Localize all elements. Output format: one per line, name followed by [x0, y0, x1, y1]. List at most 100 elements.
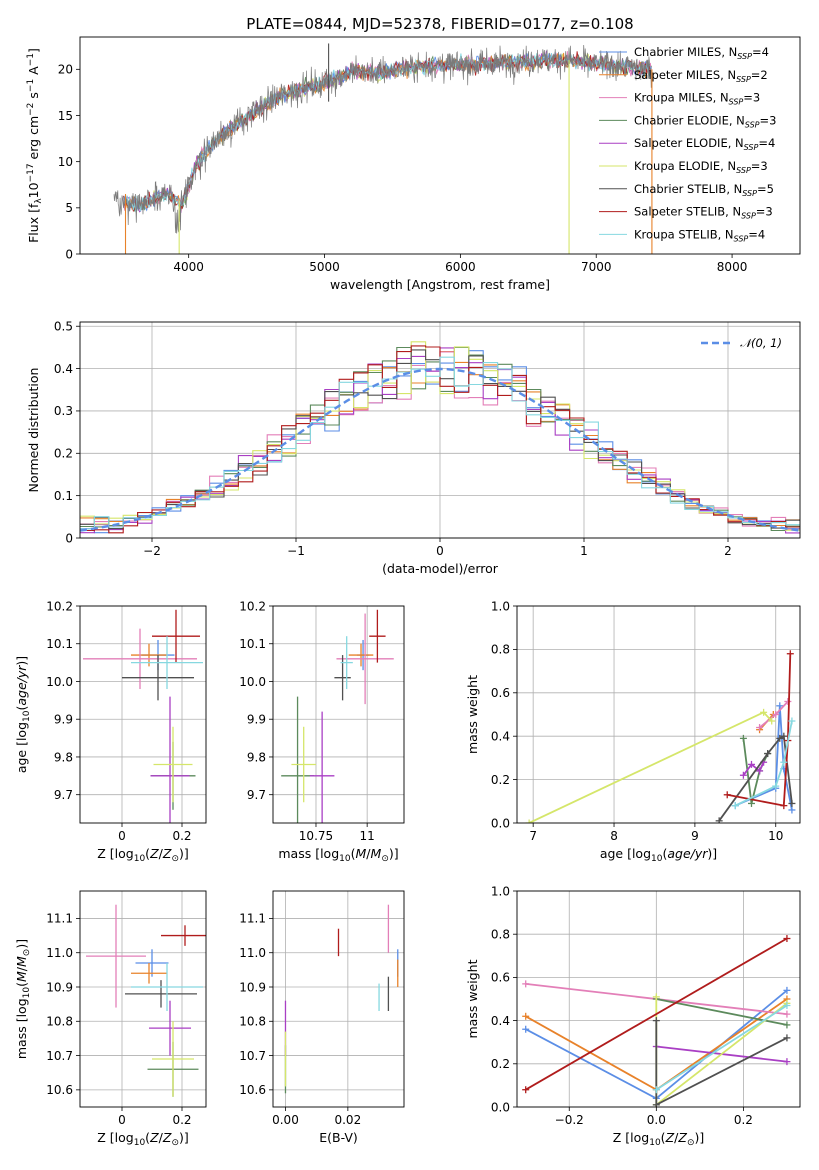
y-tick-label: 10.1 [239, 637, 266, 651]
weight-marker [786, 650, 794, 658]
y-axis-label: mass [log10(M/M⊙)] [14, 939, 32, 1059]
histogram-kroupa-elodie [80, 341, 800, 531]
weight-marker [764, 750, 772, 758]
y-tick-label: 10.9 [46, 980, 73, 994]
y-tick-label: 0.2 [54, 447, 73, 461]
weight-line-chabrier-stelib [718, 734, 793, 822]
mass-weight-vs-age-panel: 7 8 9 10 0.0 0.2 0.4 0.6 0.8 1.0 age [log10(age/yr… [465, 599, 801, 864]
x-axis-label: age [log10(age/yr)] [600, 846, 717, 864]
axes-frame [516, 605, 801, 824]
error-bars [86, 904, 206, 1097]
weight-marker [776, 702, 784, 710]
weight-marker [783, 935, 791, 943]
mass-vs-metallicity-panel: 0 0.2 10.6 10.7 10.8 10.9 11.0 11.1 Z [log10(Z/Z… [14, 890, 207, 1148]
x-axis-label: wavelength [Angstrom, rest frame] [330, 277, 550, 292]
weight-marker [652, 1101, 660, 1107]
x-axis-label: Z [log10(Z/Z⊙)] [613, 1130, 705, 1148]
weight-marker [784, 697, 792, 705]
weight-marker [652, 993, 660, 1001]
histogram-lines [80, 341, 800, 534]
x-tick-label: 9 [691, 829, 699, 843]
legend-entry: Kroupa MILES, NSSP=3 [634, 91, 760, 107]
model-spectrum-chabrier-elodie [123, 53, 653, 212]
residual-legend: 𝒩(0, 1) [701, 336, 782, 350]
y-axis-label: Normed distribution [26, 368, 41, 493]
weight-marker [747, 799, 755, 807]
axes-frame [79, 890, 207, 1108]
y-tick-label: 10 [58, 155, 73, 169]
weight-marker [768, 717, 776, 725]
legend-entry: Salpeter MILES, NSSP=2 [634, 68, 768, 84]
weight-marker [525, 819, 533, 823]
x-tick-label: 0.2 [172, 1113, 191, 1127]
x-tick-label: −0.2 [555, 1113, 584, 1127]
x-axis-label: Z [log10(Z/Z⊙)] [97, 846, 189, 864]
weight-marker [788, 717, 796, 725]
x-tick-label: 2 [724, 544, 732, 558]
weight-line-kroupa-stelib [734, 720, 793, 807]
x-tick-label: 0.2 [734, 1113, 753, 1127]
weight-marker [783, 1058, 791, 1066]
y-tick-label: 10.2 [46, 599, 73, 613]
axes-frame [272, 890, 405, 1108]
y-tick-label: 0 [65, 531, 73, 545]
x-tick-label: 7 [529, 829, 537, 843]
y-tick-label: 0.6 [491, 686, 510, 700]
y-axis-label: mass weight [465, 675, 480, 754]
y-tick-label: 11.0 [46, 946, 73, 960]
weight-marker [756, 724, 764, 732]
y-tick-label: 9.9 [54, 713, 73, 727]
y-tick-label: 1.0 [491, 884, 510, 898]
y-tick-label: 0.8 [491, 928, 510, 942]
y-tick-label: 10.7 [239, 1049, 266, 1063]
x-tick-label: −2 [143, 544, 161, 558]
y-axis-label: mass weight [465, 959, 480, 1038]
y-tick-label: 9.8 [54, 750, 73, 764]
weight-marker [731, 802, 739, 810]
weight-marker [715, 817, 723, 823]
weight-marker [522, 1025, 530, 1033]
weight-marker [788, 799, 796, 807]
y-tick-label: 0.3 [54, 404, 73, 418]
x-tick-label: 11 [360, 829, 375, 843]
axes-frame [79, 36, 801, 255]
x-tick-label: 10.75 [299, 829, 333, 843]
axes-frame [272, 605, 405, 824]
histogram-kroupa-stelib [80, 356, 800, 530]
y-tick-label: 20 [58, 63, 73, 77]
x-tick-label: 6000 [445, 260, 476, 274]
x-tick-label: 0 [436, 544, 444, 558]
x-axis-label: Z [log10(Z/Z⊙)] [97, 1130, 189, 1148]
weight-marker [747, 760, 755, 768]
weight-marker [783, 1001, 791, 1009]
y-tick-label: 9.7 [247, 788, 266, 802]
age-vs-metallicity-panel: 0 0.2 9.7 9.8 9.9 10.0 10.1 10.2 Z [log10(Z/Z⊙)]… [14, 599, 207, 864]
age-vs-mass-panel: 10.75 11 9.7 9.8 9.9 10.0 10.1 10.2 mass [log10(… [239, 599, 405, 864]
y-tick-label: 0.2 [491, 773, 510, 787]
weight-marker [783, 1034, 791, 1042]
weight-marker [776, 734, 784, 742]
y-tick-label: 10.8 [46, 1015, 73, 1029]
y-tick-label: 0.4 [54, 362, 73, 376]
weight-marker [652, 1086, 660, 1094]
error-bars [284, 904, 399, 1094]
y-tick-label: 11.0 [239, 946, 266, 960]
y-tick-label: 15 [58, 109, 73, 123]
spectrum-lines [113, 43, 653, 254]
axes-frame [79, 321, 801, 539]
y-tick-label: 1.0 [491, 599, 510, 613]
mass-weight-vs-metallicity-panel: −0.2 0.0 0.2 0.0 0.2 0.4 0.6 0.8 1.0 Z [log10(Z/Z… [465, 884, 801, 1148]
x-axis-label: mass [log10(M/M⊙)] [278, 846, 398, 864]
x-tick-label: 0.2 [172, 829, 191, 843]
x-tick-label: 0.00 [272, 1113, 299, 1127]
x-tick-label: 0.0 [647, 1113, 666, 1127]
x-tick-label: 1 [580, 544, 588, 558]
normal-distribution-curve [80, 367, 800, 532]
legend-entry: 𝒩(0, 1) [740, 336, 782, 350]
weight-line-salpeter-elodie [742, 761, 765, 776]
x-tick-label: 10 [768, 829, 783, 843]
weight-marker [739, 734, 747, 742]
y-tick-label: 10.7 [46, 1049, 73, 1063]
weight-line-salpeter-stelib [525, 937, 788, 1091]
x-tick-label: 7000 [581, 260, 612, 274]
